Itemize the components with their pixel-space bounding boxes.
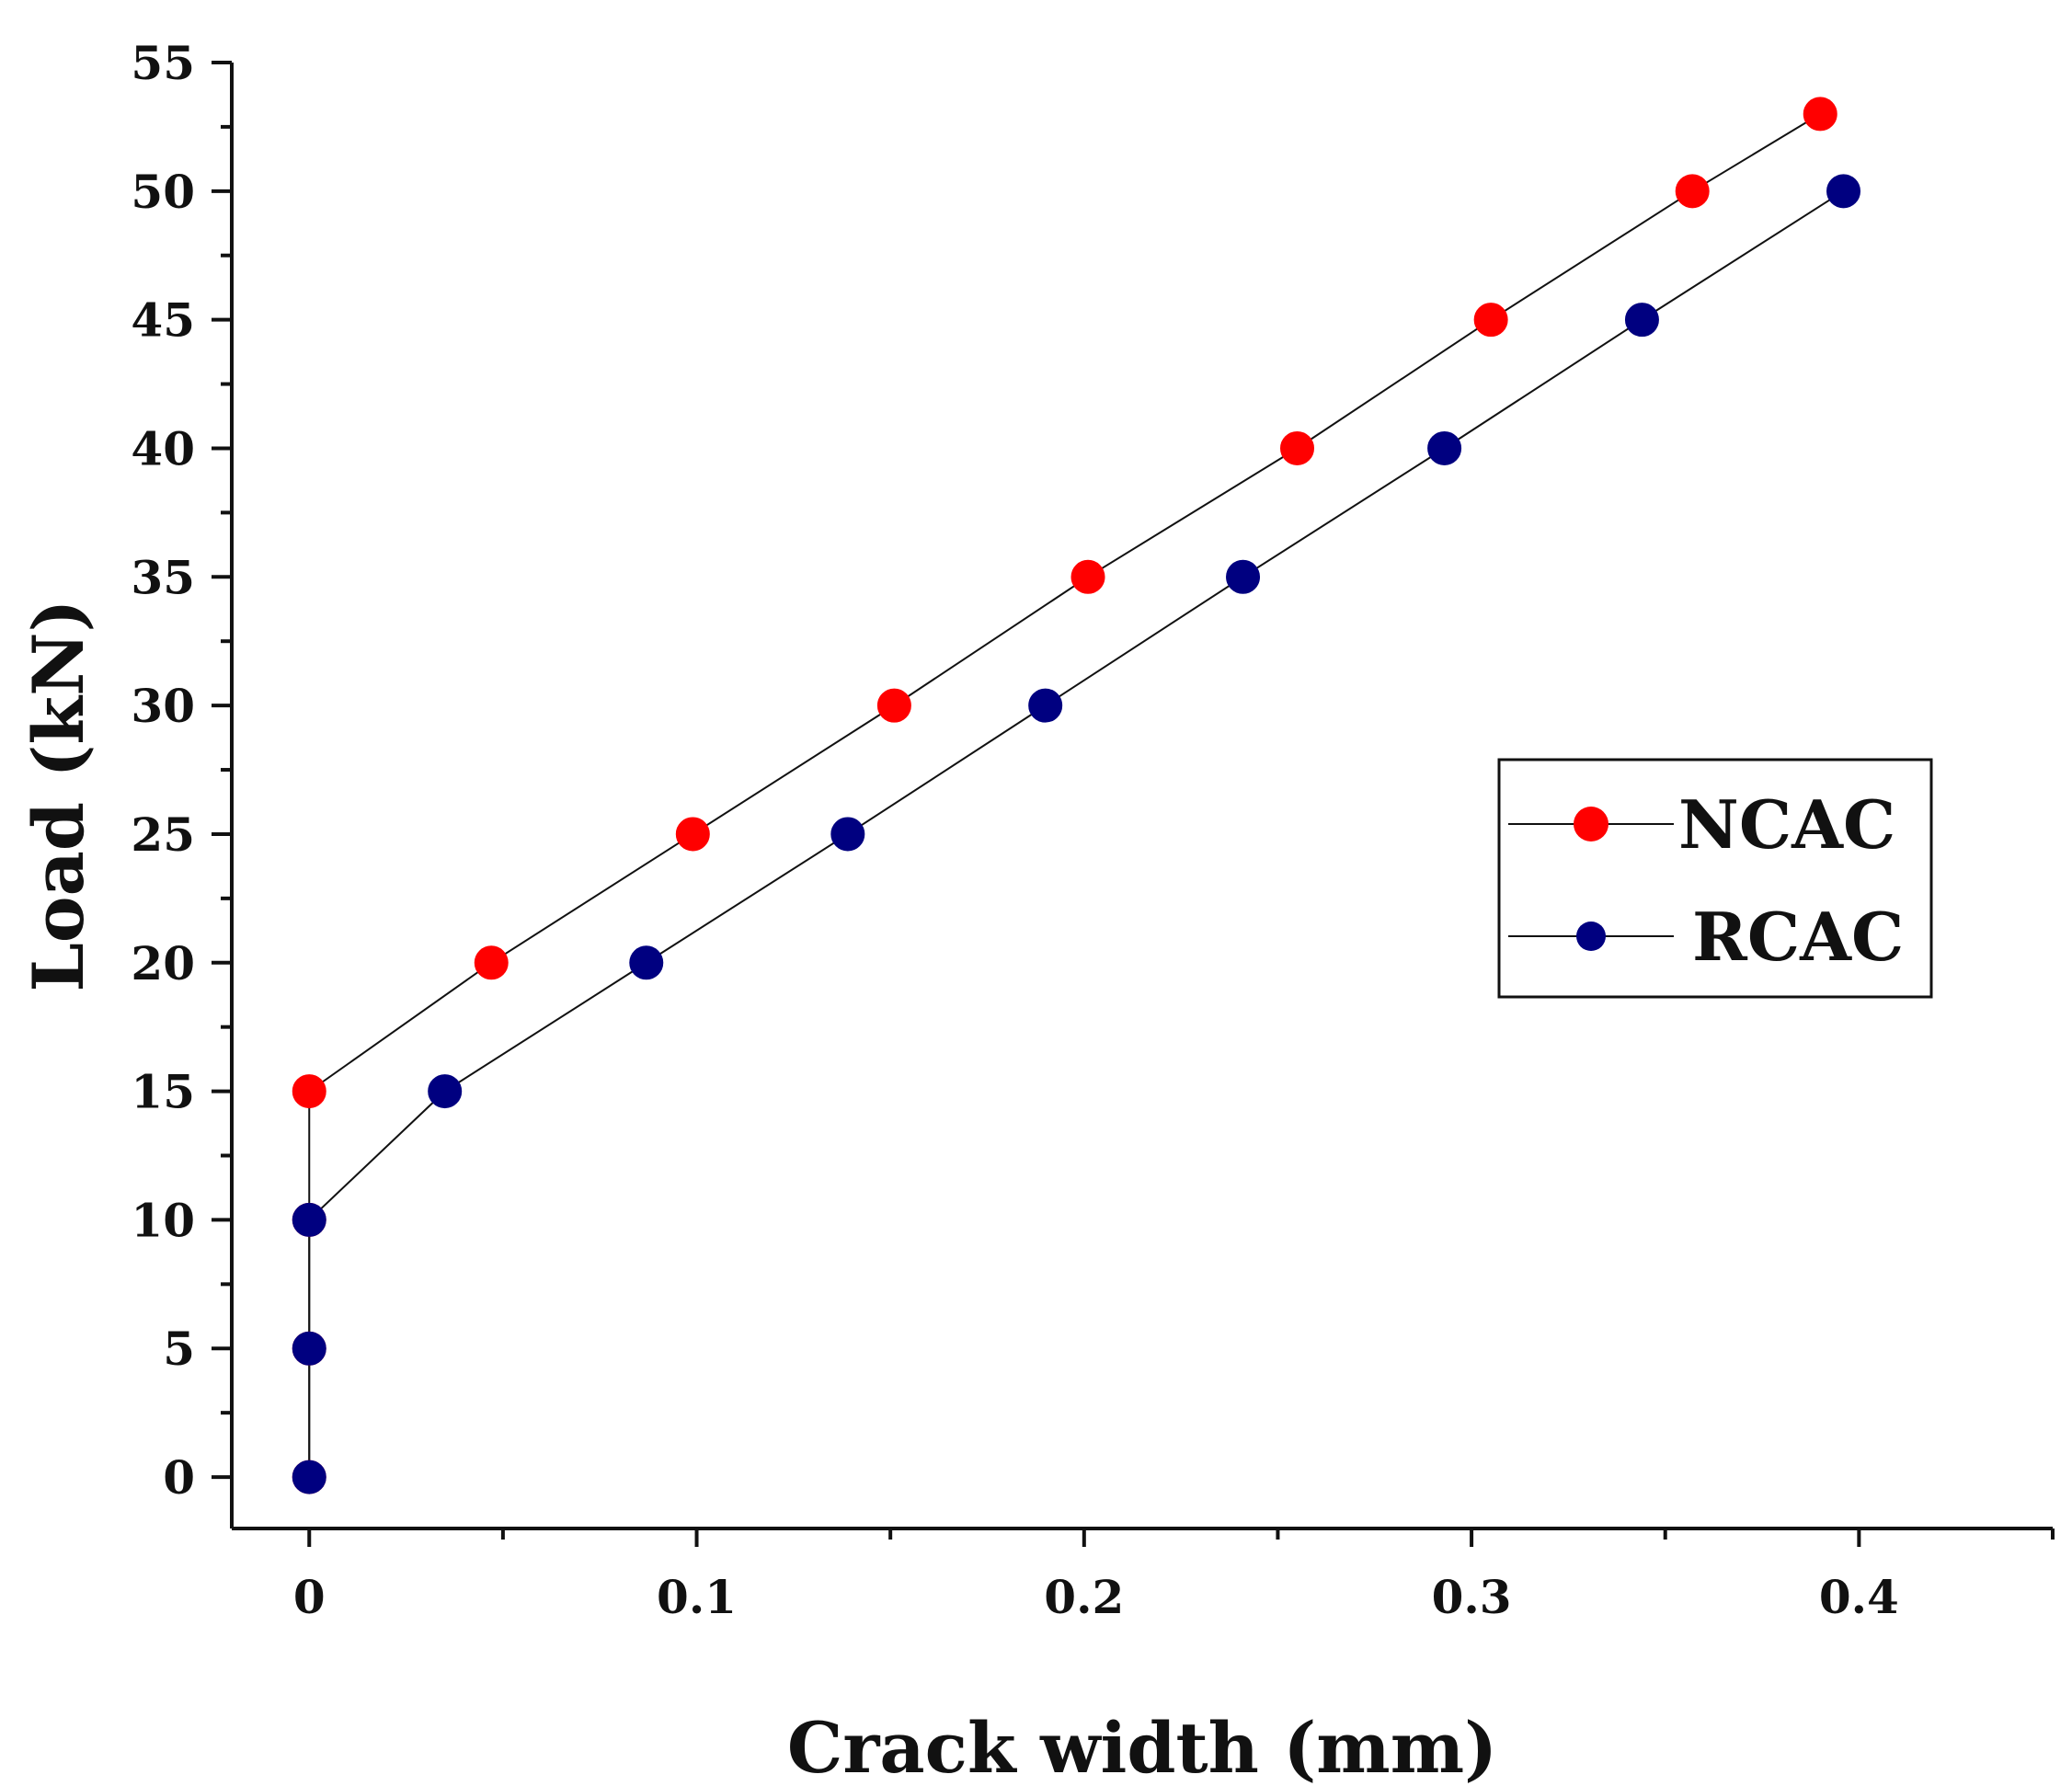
legend-marker [1574, 807, 1608, 841]
y-tick-label: 50 [131, 165, 195, 219]
x-tick-label: 0.3 [1432, 1570, 1512, 1624]
series-layer [292, 97, 1861, 1494]
data-point-rcac [428, 1074, 463, 1109]
data-point-rcac [629, 945, 664, 980]
data-point-rcac [292, 1331, 326, 1366]
y-tick-label: 30 [131, 679, 195, 733]
data-point-rcac [1028, 688, 1063, 723]
data-point-ncac [675, 817, 710, 852]
x-tick-label: 0 [293, 1570, 326, 1624]
legend-entry-rcac: RCAC [1508, 898, 1904, 976]
data-point-rcac [1226, 559, 1261, 594]
x-tick-label: 0.2 [1044, 1570, 1124, 1624]
legend-marker [1576, 922, 1606, 951]
data-point-ncac [1473, 303, 1508, 338]
data-point-rcac [1826, 174, 1861, 209]
data-point-ncac [1280, 430, 1315, 465]
y-tick-label: 20 [131, 936, 195, 990]
series-points-rcac [292, 174, 1861, 1494]
data-point-ncac [1803, 97, 1837, 132]
y-tick-label: 0 [163, 1450, 195, 1505]
legend-label: NCAC [1678, 785, 1895, 864]
legend-box [1497, 758, 1933, 999]
x-tick-label: 0.4 [1819, 1570, 1899, 1624]
legend: NCAC RCAC [1497, 758, 1933, 999]
y-tick-label: 15 [131, 1065, 195, 1119]
data-point-ncac [474, 945, 509, 980]
y-tick-label: 55 [131, 36, 195, 90]
x-tick-label: 0.1 [657, 1570, 737, 1624]
y-tick-label: 45 [131, 293, 195, 348]
y-axis-title: Load (kN) [17, 599, 99, 991]
y-tick-label: 5 [163, 1322, 195, 1376]
y-tick-label: 35 [131, 550, 195, 604]
legend-entries: NCAC RCAC [1508, 785, 1904, 976]
legend-label: RCAC [1692, 898, 1904, 976]
legend-entry-ncac: NCAC [1508, 785, 1895, 864]
y-tick-label: 10 [131, 1193, 195, 1247]
y-tick-label: 25 [131, 807, 195, 862]
data-point-rcac [1624, 303, 1659, 338]
data-point-ncac [1675, 174, 1710, 209]
ticks: 0 0.1 0.2 0.3 0.4 0 5 10 15 20 25 30 35 40 45 50 55 [131, 36, 2055, 1624]
y-tick-label: 40 [131, 421, 195, 475]
data-point-rcac [292, 1460, 326, 1494]
data-point-rcac [1427, 430, 1462, 465]
data-point-rcac [830, 817, 865, 852]
data-point-rcac [292, 1202, 326, 1237]
data-point-ncac [1070, 559, 1105, 594]
data-point-ncac [876, 688, 911, 723]
data-point-ncac [292, 1074, 326, 1109]
x-axis-title: Crack width (mm) [787, 1707, 1497, 1786]
